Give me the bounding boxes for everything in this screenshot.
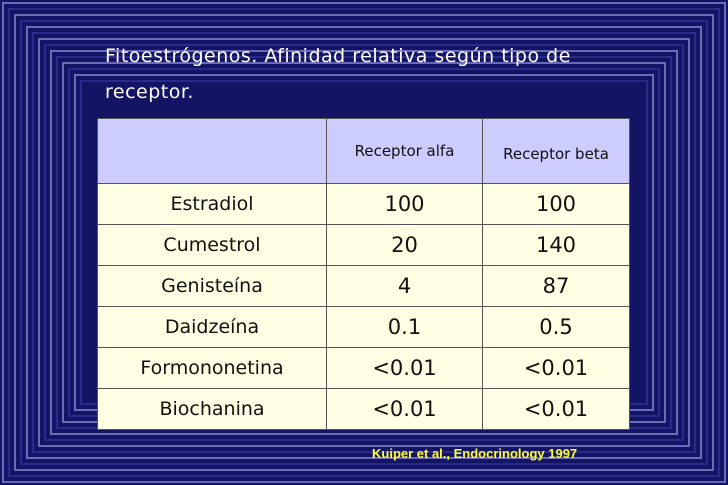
- table-row: Formononetina <0.01 <0.01: [97, 347, 630, 389]
- header-cell: [97, 118, 327, 184]
- value-cell: 100: [482, 183, 630, 225]
- value-cell: <0.01: [326, 347, 483, 389]
- value-cell: <0.01: [482, 347, 630, 389]
- data-table: Receptor alfa Receptor beta Estradiol 100 1…: [97, 118, 630, 430]
- value-cell: 4: [326, 265, 483, 307]
- value-cell: 0.5: [482, 306, 630, 348]
- name-cell: Estradiol: [97, 183, 327, 225]
- frame-line: [50, 50, 678, 435]
- frame-line: [20, 20, 708, 465]
- frame-line: [38, 38, 690, 447]
- value-cell: 87: [482, 265, 630, 307]
- frame-line: [26, 26, 702, 459]
- frame-line: [14, 14, 714, 471]
- table-row: Genisteína 4 87: [97, 265, 630, 307]
- name-cell: Cumestrol: [97, 224, 327, 266]
- table-row: Daidzeína 0.1 0.5: [97, 306, 630, 348]
- header-cell: Receptor alfa: [326, 118, 483, 184]
- frame-line: [32, 32, 696, 453]
- frame-line: [8, 8, 720, 477]
- name-cell: Genisteína: [97, 265, 327, 307]
- value-cell: 100: [326, 183, 483, 225]
- table-row: Estradiol 100 100: [97, 183, 630, 225]
- header-cell: Receptor beta: [482, 118, 630, 184]
- value-cell: <0.01: [326, 388, 483, 430]
- value-cell: 140: [482, 224, 630, 266]
- slide-title: Fitoestrógenos. Afinidad relativa según …: [105, 45, 571, 103]
- value-cell: 20: [326, 224, 483, 266]
- header-row: Receptor alfa Receptor beta: [97, 118, 630, 184]
- value-cell: 0.1: [326, 306, 483, 348]
- name-cell: Formononetina: [97, 347, 327, 389]
- frame-line: [44, 44, 684, 441]
- value-cell: <0.01: [482, 388, 630, 430]
- table-row: Biochanina <0.01 <0.01: [97, 388, 630, 430]
- table-row: Cumestrol 20 140: [97, 224, 630, 266]
- name-cell: Daidzeína: [97, 306, 327, 348]
- citation: Kuiper et al., Endocrinology 1997: [372, 446, 578, 461]
- name-cell: Biochanina: [97, 388, 327, 430]
